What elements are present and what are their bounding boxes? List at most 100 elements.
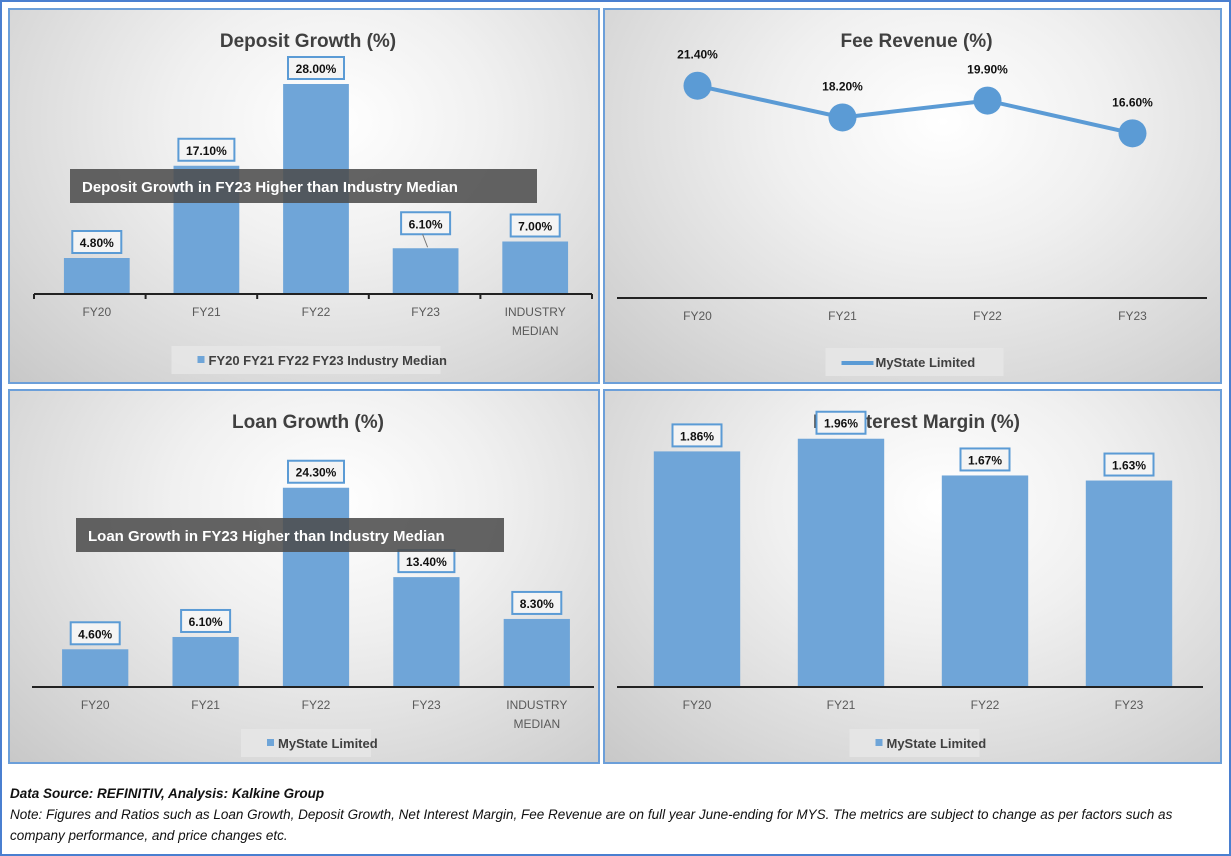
x-tick-label: FY22 [973, 309, 1002, 323]
bar [393, 577, 460, 687]
legend: MyState Limited [825, 348, 1004, 376]
legend-square-icon [267, 739, 274, 746]
data-source: Data Source: REFINITIV, Analysis: Kalkin… [10, 786, 325, 801]
data-label: 6.10% [400, 211, 452, 236]
data-label: 1.63% [1103, 452, 1155, 477]
legend-label: MyState Limited [278, 736, 378, 751]
data-label: 8.30% [511, 590, 563, 615]
data-label-box [287, 459, 345, 484]
x-tick-label: FY20 [82, 305, 111, 319]
x-tick-label: FY20 [81, 698, 110, 712]
fee-revenue-chart: Fee Revenue (%) FY20 FY21 FY22 FY23 21.40% 18.… [603, 8, 1222, 384]
legend-box [849, 729, 980, 757]
data-label: 28.00% [287, 56, 345, 80]
net-interest-margin-chart: Net Interest Margin (%) FY20 FY21 FY22 FY23 1… [603, 389, 1222, 764]
annotation-text: Deposit Growth in FY23 Higher than Indus… [82, 179, 458, 196]
x-tick-label: FY21 [192, 305, 221, 319]
x-tick-label: FY23 [412, 698, 441, 712]
annotation-band [76, 518, 504, 552]
data-label: 24.30% [287, 459, 345, 484]
data-point [683, 71, 712, 100]
data-label-text: 18.20% [822, 79, 863, 93]
legend-box [241, 729, 371, 757]
x-tick-label: FY22 [302, 698, 331, 712]
data-label-box [1103, 452, 1155, 477]
bar [502, 241, 569, 294]
bar [172, 636, 239, 687]
chart-title: Fee Revenue (%) [840, 31, 992, 52]
data-label: 4.60% [69, 621, 121, 646]
data-label-text: 4.80% [80, 236, 114, 250]
annotation-text: Loan Growth in FY23 Higher than Industry… [88, 528, 445, 545]
bar [62, 649, 129, 687]
data-label-box [509, 213, 561, 238]
x-tick-label: MEDIAN [512, 324, 559, 338]
data-label-text: 19.90% [967, 63, 1008, 77]
footer-note: Note: Figures and Ratios such as Loan Gr… [10, 807, 1173, 843]
data-label-text: 28.00% [296, 62, 337, 76]
data-label: 7.00% [509, 213, 561, 238]
x-tick-label: FY23 [1115, 698, 1144, 712]
data-label-box [815, 410, 867, 435]
data-label: 1.67% [959, 447, 1011, 472]
data-point [973, 86, 1002, 115]
data-label: 1.96% [815, 410, 867, 435]
x-tick-label: MEDIAN [513, 717, 560, 731]
bar [392, 248, 459, 294]
data-label-text: 24.30% [296, 466, 337, 480]
data-point [1118, 119, 1147, 148]
data-label-text: 4.60% [78, 627, 112, 641]
legend-square-icon [875, 739, 883, 746]
chart-title: Loan Growth (%) [232, 412, 384, 433]
data-label-text: 6.10% [409, 217, 443, 231]
x-tick-label: FY21 [191, 698, 220, 712]
data-label-box [177, 137, 236, 162]
data-label-text: 7.00% [518, 220, 552, 234]
data-label-text: 1.63% [1112, 459, 1146, 473]
data-label-box [511, 590, 563, 615]
legend-box [171, 346, 441, 374]
data-label-text: 13.40% [406, 555, 447, 569]
annotation-band [70, 169, 537, 203]
chart-svg: Deposit Growth (%) FY20 FY21 FY22 FY23 INDUST… [33, 31, 593, 374]
x-tick-label: FY23 [1118, 309, 1147, 323]
legend-square-icon [197, 356, 205, 363]
data-label-text: 21.40% [677, 48, 718, 62]
data-label: 13.40% [397, 549, 456, 574]
data-label-box [180, 608, 232, 633]
bar [503, 618, 570, 687]
leader-line [422, 234, 429, 248]
legend: MyState Limited [241, 729, 378, 757]
data-label: 4.80% [71, 230, 123, 254]
x-tick-label: FY22 [971, 698, 1000, 712]
bar [797, 438, 885, 687]
data-label-box [671, 423, 723, 448]
legend-label: MyState Limited [876, 355, 976, 370]
data-label-box [71, 230, 123, 254]
x-tick-label: FY23 [411, 305, 440, 319]
chart-svg: Net Interest Margin (%)FY20 FY21 FY22 FY231… [617, 410, 1203, 757]
data-label-text: 6.10% [189, 615, 223, 629]
data-label-text: 17.10% [186, 144, 227, 158]
data-label-box [400, 211, 452, 236]
x-tick-label: INDUSTRY [505, 305, 566, 319]
data-label-box [287, 56, 345, 80]
legend: MyState Limited [849, 729, 986, 757]
bar [282, 487, 350, 687]
x-tick-label: FY20 [683, 309, 712, 323]
x-tick-label: FY20 [683, 698, 712, 712]
data-point [828, 103, 857, 132]
bar [63, 258, 130, 294]
x-tick-label: FY21 [828, 309, 857, 323]
data-label: 1.86% [671, 423, 723, 448]
data-label-text: 16.60% [1112, 95, 1153, 109]
bar [941, 475, 1029, 687]
chart-svg: Fee Revenue (%) FY20 FY21 FY22 FY23 21.40% 18.… [617, 31, 1207, 376]
footer: Data Source: REFINITIV, Analysis: Kalkin… [10, 783, 1220, 846]
x-tick-label: FY21 [827, 698, 856, 712]
data-label: 17.10% [177, 137, 236, 162]
bar [1085, 480, 1173, 687]
legend-label: FY20 FY21 FY22 FY23 Industry Median [209, 353, 447, 368]
data-label-box [959, 447, 1011, 472]
